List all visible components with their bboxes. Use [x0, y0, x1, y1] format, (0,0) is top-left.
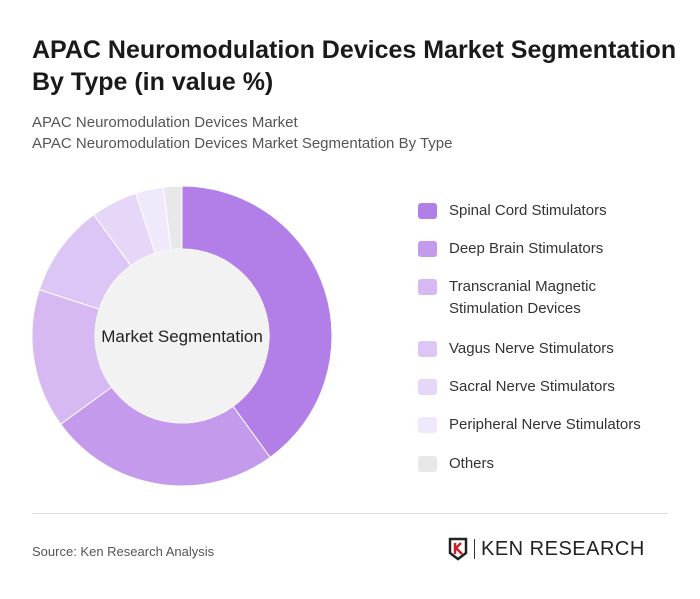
legend-label: Others — [449, 455, 495, 472]
ken-logo-icon — [448, 537, 468, 561]
legend-swatch — [418, 379, 437, 395]
legend-swatch — [418, 417, 437, 433]
legend-swatch — [418, 241, 437, 257]
subtitle-segmentation: APAC Neuromodulation Devices Market Segm… — [32, 135, 453, 152]
legend-swatch — [418, 456, 437, 472]
legend-item: Peripheral Nerve Stimulators — [418, 414, 678, 436]
legend-label: Transcranial Magnetic Stimulation Device… — [449, 278, 597, 317]
donut-center — [95, 249, 269, 423]
legend-swatch — [418, 341, 437, 357]
divider — [32, 513, 668, 514]
legend-label: Peripheral Nerve Stimulators — [449, 416, 641, 433]
legend-item: Spinal Cord Stimulators — [418, 200, 678, 222]
legend-label: Sacral Nerve Stimulators — [449, 378, 615, 395]
ken-research-logo: KEN RESEARCH — [448, 537, 645, 561]
legend-label: Deep Brain Stimulators — [449, 240, 604, 257]
legend-swatch — [418, 279, 437, 295]
legend-item: Vagus Nerve Stimulators — [418, 338, 678, 360]
center-label: Market Segmentation — [101, 327, 263, 346]
chart-title: APAC Neuromodulation Devices Market Segm… — [32, 36, 677, 96]
logo-text: KEN RESEARCH — [481, 537, 645, 560]
legend-label: Vagus Nerve Stimulators — [449, 340, 614, 357]
donut-chart: Market Segmentation — [31, 185, 333, 487]
legend-item: Deep Brain Stimulators — [418, 238, 678, 260]
legend-item: Others — [418, 453, 678, 475]
legend-label: Spinal Cord Stimulators — [449, 202, 607, 219]
legend-swatch — [418, 203, 437, 219]
subtitle-market: APAC Neuromodulation Devices Market — [32, 114, 298, 131]
source-text: Source: Ken Research Analysis — [32, 544, 215, 559]
legend-item: Transcranial Magnetic Stimulation Device… — [418, 276, 678, 320]
legend-item: Sacral Nerve Stimulators — [418, 376, 678, 398]
